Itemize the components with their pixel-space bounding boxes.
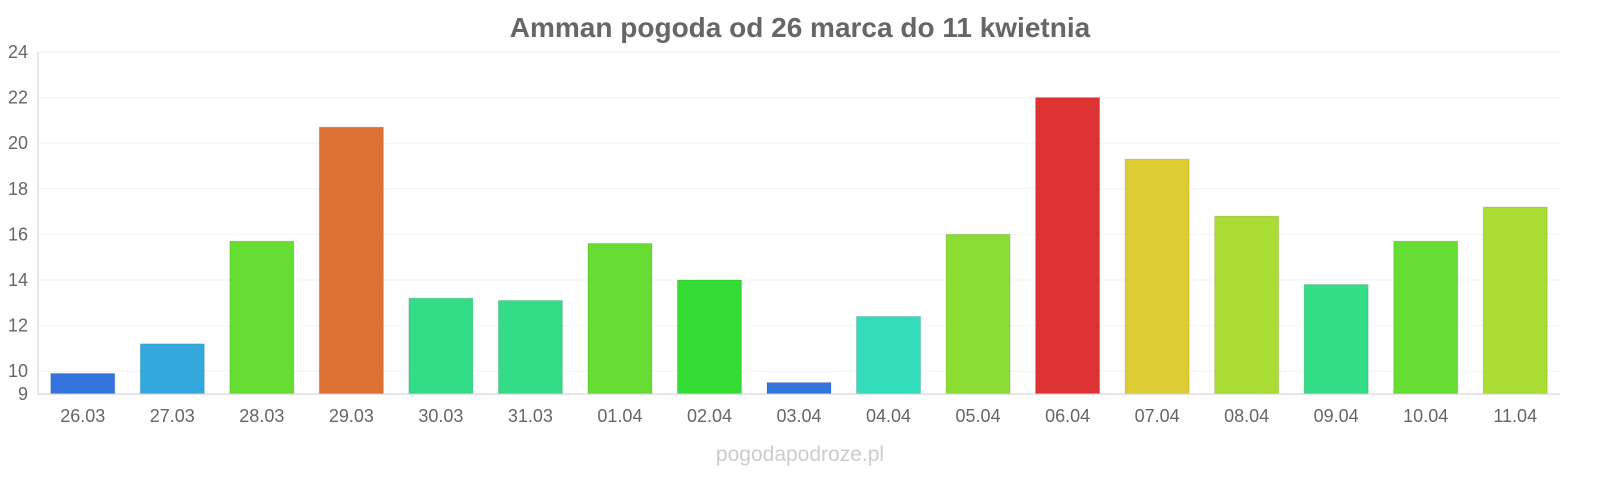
bar-05.04 xyxy=(945,233,1011,395)
bar-09.04 xyxy=(1303,284,1369,395)
bar-04.04 xyxy=(856,315,922,395)
bar-08.04 xyxy=(1214,215,1280,395)
bar-29.03 xyxy=(318,126,384,395)
watermark: pogodapodroze.pl xyxy=(716,443,884,466)
x-tick-label: 10.04 xyxy=(1403,406,1448,426)
y-tick-label: 10 xyxy=(8,361,28,381)
bar-02.04 xyxy=(676,279,742,395)
x-tick-label: 27.03 xyxy=(150,406,195,426)
y-tick-label: 12 xyxy=(8,316,28,336)
x-tick-label: 05.04 xyxy=(956,406,1001,426)
x-tick-label: 09.04 xyxy=(1314,406,1359,426)
bar-27.03 xyxy=(139,343,205,395)
y-tick-label: 16 xyxy=(8,224,28,244)
x-tick-label: 07.04 xyxy=(1135,406,1180,426)
x-tick-label: 08.04 xyxy=(1224,406,1269,426)
bar-07.04 xyxy=(1124,158,1190,395)
bar-26.03 xyxy=(50,372,116,395)
bar-03.04 xyxy=(766,382,832,395)
x-tick-label: 30.03 xyxy=(418,406,463,426)
chart-title: Amman pogoda od 26 marca do 11 kwietnia xyxy=(510,12,1091,43)
x-axis: 26.03 27.03 28.03 29.03 30.03 31.03 01.04 02.04… xyxy=(60,406,1537,426)
x-tick-label: 29.03 xyxy=(329,406,374,426)
x-tick-label: 11.04 xyxy=(1493,406,1537,426)
bar-31.03 xyxy=(497,300,563,395)
bar-10.04 xyxy=(1393,240,1459,395)
x-tick-label: 04.04 xyxy=(866,406,911,426)
x-tick-label: 02.04 xyxy=(687,406,732,426)
bar-28.03 xyxy=(229,240,295,395)
y-tick-label: 24 xyxy=(8,42,28,62)
y-tick-label: 18 xyxy=(8,179,28,199)
bar-06.04 xyxy=(1035,97,1101,395)
x-tick-label: 31.03 xyxy=(508,406,553,426)
x-tick-label: 01.04 xyxy=(597,406,642,426)
y-axis: 9 10 12 14 16 18 20 22 24 xyxy=(8,42,28,404)
bars xyxy=(50,97,1548,395)
bar-01.04 xyxy=(587,243,653,395)
y-tick-label: 20 xyxy=(8,133,28,153)
x-tick-label: 06.04 xyxy=(1045,406,1090,426)
x-tick-label: 03.04 xyxy=(776,406,821,426)
bar-11.04 xyxy=(1482,206,1548,395)
x-tick-label: 26.03 xyxy=(60,406,105,426)
bar-30.03 xyxy=(408,297,474,395)
y-tick-label: 22 xyxy=(8,88,28,108)
y-tick-label: 14 xyxy=(8,270,28,290)
x-tick-label: 28.03 xyxy=(239,406,284,426)
y-tick-label: 9 xyxy=(18,384,28,404)
